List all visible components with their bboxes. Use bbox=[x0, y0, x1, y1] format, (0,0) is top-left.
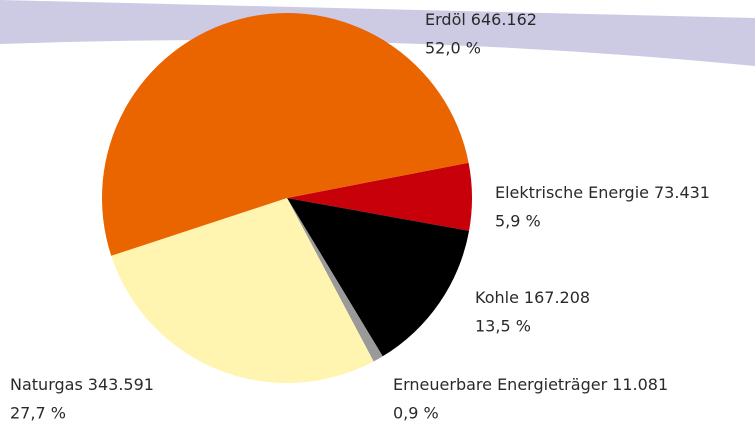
percent-label: 27,7 % bbox=[10, 404, 66, 423]
amount-label: 343.591 bbox=[88, 375, 154, 394]
slice-label: Elektrische Energie 73.431 bbox=[495, 183, 710, 202]
amount-label: 646.162 bbox=[471, 10, 537, 29]
amount-label: 73.431 bbox=[654, 183, 710, 202]
percent-label: 52,0 % bbox=[425, 39, 481, 58]
percent-label: 0,9 % bbox=[393, 404, 439, 423]
pie-slice bbox=[287, 162, 473, 231]
pie-slice bbox=[287, 198, 470, 357]
category-name: Naturgas bbox=[10, 375, 83, 394]
background-band bbox=[0, 0, 755, 66]
category-name: Elektrische Energie bbox=[495, 183, 649, 202]
pie-slice bbox=[111, 198, 374, 383]
category-name: Erneuerbare Energieträger bbox=[393, 375, 608, 394]
percent-label: 5,9 % bbox=[495, 212, 541, 231]
amount-label: 11.081 bbox=[612, 375, 668, 394]
slice-label: Kohle 167.208 bbox=[475, 288, 590, 307]
pie-slice bbox=[287, 198, 383, 362]
pie-slice bbox=[102, 13, 469, 256]
slice-label: Naturgas 343.591 bbox=[10, 375, 154, 394]
category-name: Erdöl bbox=[425, 10, 466, 29]
percent-label: 13,5 % bbox=[475, 317, 531, 336]
amount-label: 167.208 bbox=[524, 288, 590, 307]
slice-label: Erneuerbare Energieträger 11.081 bbox=[393, 375, 668, 394]
category-name: Kohle bbox=[475, 288, 519, 307]
slice-label: Erdöl 646.162 bbox=[425, 10, 537, 29]
